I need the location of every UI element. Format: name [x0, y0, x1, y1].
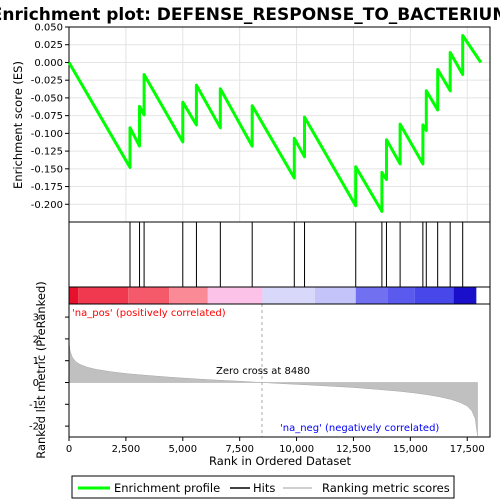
- colorbar-segment: [69, 287, 79, 304]
- es-y-tick-label: 0.025: [34, 40, 63, 51]
- x-axis: 0 2,500 5,000 7,500 10,000 12,500 15,000 17,500: [66, 437, 485, 455]
- colorbar-segment: [78, 287, 129, 304]
- rank-border: [68, 303, 491, 438]
- colorbar-segment: [207, 287, 263, 304]
- es-y-tick-label: 0.050: [34, 23, 63, 34]
- colorbar-segment: [387, 287, 415, 304]
- chart-title: Enrichment plot: DEFENSE_RESPONSE_TO_BAC…: [0, 5, 500, 25]
- rank-y-axis-label: Ranked list metric (PreRanked): [34, 281, 48, 459]
- zero-cross-label: Zero cross at 8480: [216, 366, 310, 377]
- rank-y-tick-label: 0: [33, 378, 39, 389]
- colorbar-segment: [128, 287, 170, 304]
- legend-hits-label: Hits: [253, 481, 275, 495]
- enrichment-profile-line: [67, 34, 483, 213]
- es-y-tick-label: -0.025: [31, 76, 63, 87]
- x-tick-label: 0: [66, 444, 72, 455]
- es-y-axis-label: Enrichment score (ES): [11, 61, 25, 189]
- rank-panel: 3 2 1 0 -1 -2: [29, 303, 491, 438]
- hits-frame: [68, 221, 491, 288]
- legend: Enrichment profile Hits Ranking metric s…: [71, 475, 455, 499]
- rank-y-tick-label: -2: [29, 422, 39, 433]
- legend-box: [71, 475, 455, 499]
- colorbar-segment: [453, 287, 477, 304]
- rank-y-tick-label: 1: [33, 356, 39, 367]
- colorbar-segment: [169, 287, 208, 304]
- legend-ranking-label: Ranking metric scores: [322, 481, 450, 495]
- es-y-tick-label: -0.200: [31, 200, 63, 211]
- rank-y-tick-label: -1: [29, 400, 39, 411]
- x-tick-label: 2,500: [112, 444, 141, 455]
- x-tick-label: 10,000: [279, 444, 314, 455]
- es-y-tick-label: -0.050: [31, 93, 63, 104]
- legend-enrichment-label: Enrichment profile: [114, 481, 220, 495]
- colorbar-segment: [414, 287, 454, 304]
- es-y-tick-label: -0.100: [31, 129, 63, 140]
- colorbar-segment: [355, 287, 388, 304]
- x-tick-label: 17,500: [450, 444, 485, 455]
- rank-y-tick-label: 3: [33, 313, 39, 324]
- colorbar-panel: [68, 286, 491, 305]
- es-y-tick-label: -0.075: [31, 111, 63, 122]
- neg-correlated-label: 'na_neg' (negatively correlated): [280, 423, 439, 434]
- es-panel: 0.050 0.025 0.000 -0.025 -0.050 -0.075 -0.100 -…: [31, 23, 491, 223]
- pos-correlated-label: 'na_pos' (positively correlated): [72, 308, 226, 319]
- es-y-tick-label: 0.000: [34, 58, 63, 69]
- es-y-tick-label: -0.175: [31, 182, 63, 193]
- x-tick-label: 15,000: [393, 444, 428, 455]
- x-tick-label: 7,500: [225, 444, 254, 455]
- x-tick-label: 12,500: [336, 444, 371, 455]
- hits-panel: [68, 221, 491, 288]
- x-tick-label: 5,000: [168, 444, 197, 455]
- es-y-tick-label: -0.125: [31, 147, 63, 158]
- rank-y-tick-label: 2: [33, 334, 39, 345]
- x-axis-label: Rank in Ordered Dataset: [209, 454, 352, 468]
- es-y-tick-label: -0.150: [31, 164, 63, 175]
- colorbar-segment: [262, 287, 315, 304]
- colorbar-segment: [314, 287, 356, 304]
- ranking-metric-area: [68, 342, 478, 436]
